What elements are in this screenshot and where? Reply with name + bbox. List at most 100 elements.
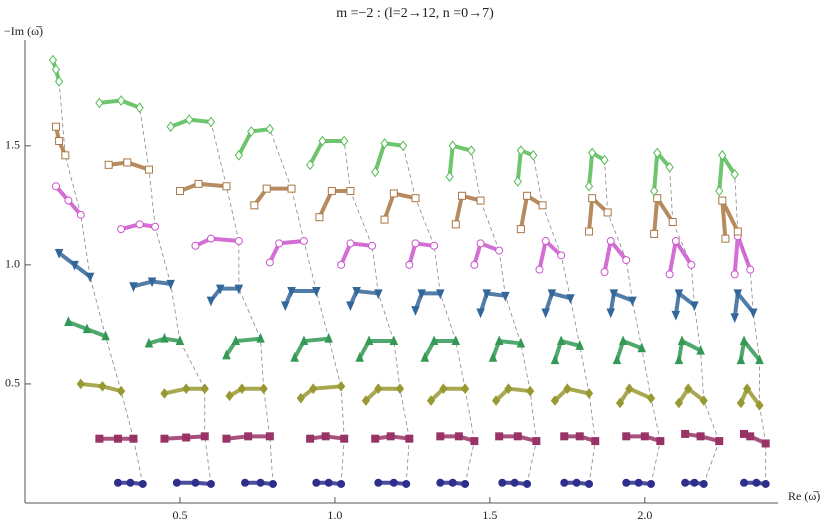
- marker: [206, 234, 215, 243]
- marker: [411, 239, 420, 248]
- marker: [575, 432, 584, 441]
- marker: [618, 335, 628, 346]
- marker: [64, 196, 73, 205]
- marker: [206, 479, 215, 488]
- marker: [436, 478, 445, 487]
- marker: [116, 95, 126, 106]
- marker: [135, 220, 144, 229]
- marker: [600, 268, 609, 276]
- marker: [182, 433, 191, 442]
- guide-line: [179, 340, 206, 389]
- marker: [374, 478, 383, 487]
- marker: [312, 287, 321, 297]
- marker: [371, 434, 380, 443]
- guide-line: [170, 283, 181, 342]
- marker: [690, 478, 699, 487]
- marker: [64, 316, 73, 327]
- marker: [516, 145, 526, 156]
- marker: [460, 383, 470, 395]
- guide-line: [703, 440, 720, 485]
- guide-line: [455, 340, 466, 389]
- marker: [244, 432, 253, 441]
- marker: [346, 239, 355, 248]
- marker: [730, 270, 739, 279]
- guide-line: [542, 205, 562, 256]
- marker: [736, 354, 746, 365]
- marker: [76, 378, 85, 390]
- marker: [85, 272, 95, 283]
- marker: [191, 241, 200, 250]
- marker: [147, 277, 157, 288]
- guide-line: [328, 338, 342, 387]
- marker: [225, 390, 234, 402]
- marker: [386, 432, 395, 441]
- marker: [290, 351, 299, 362]
- marker: [523, 479, 532, 488]
- marker: [681, 478, 690, 487]
- guide-line: [650, 398, 661, 442]
- marker: [560, 478, 569, 487]
- marker: [374, 289, 383, 300]
- marker: [550, 354, 560, 365]
- marker: [411, 194, 420, 203]
- marker: [113, 478, 122, 487]
- guide-line: [399, 388, 410, 439]
- marker: [541, 237, 550, 246]
- marker: [755, 400, 764, 411]
- marker: [665, 270, 674, 279]
- marker: [200, 432, 209, 441]
- guide-line: [439, 293, 457, 342]
- marker: [48, 54, 58, 66]
- marker: [718, 149, 727, 161]
- guide-line: [650, 440, 661, 485]
- marker: [585, 479, 594, 488]
- marker: [622, 432, 631, 441]
- marker: [405, 434, 414, 443]
- marker: [247, 126, 256, 137]
- marker: [671, 237, 680, 246]
- marker: [584, 388, 594, 399]
- marker: [516, 337, 526, 348]
- marker: [299, 237, 308, 246]
- marker: [563, 383, 572, 395]
- marker: [640, 432, 649, 441]
- marker: [625, 383, 634, 395]
- marker: [448, 478, 457, 487]
- marker: [665, 161, 674, 173]
- marker: [556, 335, 566, 346]
- marker: [538, 201, 547, 210]
- marker: [70, 260, 79, 271]
- marker: [389, 478, 398, 487]
- marker: [557, 251, 566, 260]
- marker: [104, 160, 113, 169]
- marker: [259, 383, 268, 395]
- marker: [491, 395, 501, 406]
- guide-line: [529, 391, 537, 442]
- marker: [696, 344, 705, 355]
- marker: [172, 478, 181, 487]
- marker: [575, 340, 585, 350]
- marker: [206, 116, 216, 128]
- marker: [501, 291, 510, 302]
- guide-line: [377, 293, 395, 342]
- marker: [736, 397, 746, 409]
- marker: [126, 478, 135, 487]
- marker: [327, 187, 336, 196]
- guide-line: [498, 250, 506, 296]
- marker: [194, 179, 203, 188]
- guide-line: [669, 167, 674, 223]
- marker: [649, 185, 659, 197]
- y-tick-label: 1.0: [5, 257, 20, 271]
- marker: [572, 478, 581, 487]
- marker: [588, 194, 597, 203]
- marker: [368, 241, 377, 250]
- marker: [82, 323, 92, 334]
- marker: [287, 287, 296, 297]
- marker: [495, 246, 504, 255]
- marker: [337, 260, 346, 269]
- x-tick-label: 1.0: [327, 508, 342, 522]
- marker: [340, 135, 349, 147]
- marker: [674, 397, 684, 409]
- marker: [504, 383, 513, 395]
